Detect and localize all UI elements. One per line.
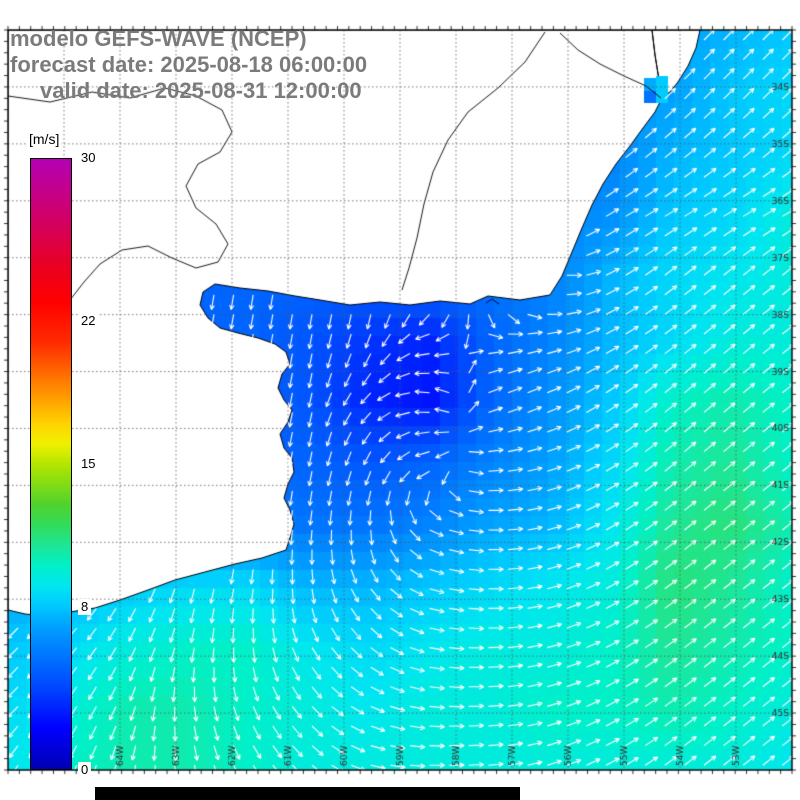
forecast-date-line: forecast date: 2025-08-18 06:00:00 xyxy=(10,52,368,77)
valid-date-line: valid date: 2025-08-31 12:00:00 xyxy=(40,78,362,103)
colorbar-units-label: [m/s] xyxy=(27,131,62,147)
title-block: modelo GEFS-WAVE (NCEP) forecast date: 2… xyxy=(10,26,367,104)
colorbar-tick-30: 30 xyxy=(78,150,99,166)
colorbar-tick-8: 8 xyxy=(78,598,92,615)
colorbar-gradient xyxy=(30,158,72,770)
bottom-bar xyxy=(95,787,520,800)
colorbar-tick-15: 15 xyxy=(78,456,99,472)
colorbar-tick-22: 22 xyxy=(78,313,99,330)
colorbar-tick-0: 0 xyxy=(78,762,92,778)
model-title: modelo GEFS-WAVE (NCEP) xyxy=(10,26,307,51)
